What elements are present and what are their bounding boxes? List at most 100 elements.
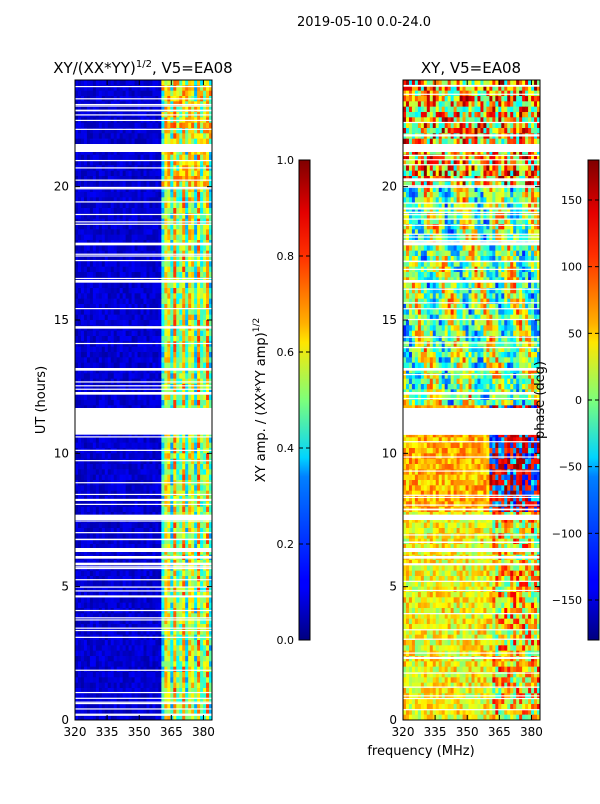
heatmap-cell xyxy=(194,282,198,289)
heatmap-cell xyxy=(128,650,133,657)
heatmap-cell xyxy=(95,506,100,513)
heatmap-cell xyxy=(119,346,124,353)
heatmap-cell xyxy=(77,581,82,588)
heatmap-cell xyxy=(173,309,177,316)
heatmap-cell xyxy=(167,650,171,657)
heatmap-cell xyxy=(134,181,139,188)
heatmap-cell xyxy=(188,533,192,540)
heatmap-cell xyxy=(176,618,180,625)
heatmap-cell xyxy=(185,362,189,369)
heatmap-cell xyxy=(98,197,103,204)
heatmap-cell xyxy=(143,613,148,620)
heatmap-cell xyxy=(128,309,133,316)
heatmap-cell xyxy=(95,400,100,406)
heatmap-cell xyxy=(101,128,106,134)
heatmap-cell xyxy=(131,469,136,476)
heatmap-cell xyxy=(146,149,151,156)
heatmap-cell xyxy=(143,234,148,241)
heatmap-cell xyxy=(149,256,154,262)
heatmap-cell xyxy=(191,576,195,582)
heatmap-cell xyxy=(125,384,130,390)
heatmap-cell xyxy=(92,282,97,289)
heatmap-cell xyxy=(203,586,207,593)
heatmap-cell xyxy=(194,245,198,252)
heatmap-cell xyxy=(140,448,145,454)
heatmap-cell xyxy=(155,394,159,401)
heatmap-cell xyxy=(86,341,91,348)
heatmap-cell xyxy=(134,368,139,374)
heatmap-cell xyxy=(137,256,142,262)
heatmap-cell xyxy=(89,533,94,540)
heatmap-cell xyxy=(86,261,91,268)
heatmap-cell xyxy=(185,576,189,582)
heatmap-cell xyxy=(137,368,142,374)
heatmap-cell xyxy=(116,597,121,604)
heatmap-cell xyxy=(92,234,97,241)
heatmap-cell xyxy=(80,149,85,156)
heatmap-cell xyxy=(83,320,88,326)
heatmap-cell xyxy=(191,602,195,609)
heatmap-cell xyxy=(110,458,115,465)
heatmap-cell xyxy=(200,90,204,97)
heatmap-cell xyxy=(101,394,106,401)
heatmap-cell xyxy=(191,181,195,188)
heatmap-cell xyxy=(200,330,204,337)
heatmap-cell xyxy=(134,90,139,97)
heatmap-cell xyxy=(140,485,145,492)
heatmap-cell xyxy=(86,80,91,86)
heatmap-cell xyxy=(176,293,180,300)
heatmap-cell xyxy=(182,458,186,465)
heatmap-cell xyxy=(113,160,118,166)
heatmap-cell xyxy=(191,128,195,134)
heatmap-cell xyxy=(179,464,183,470)
heatmap-cell xyxy=(128,80,133,86)
heatmap-cell xyxy=(188,485,192,492)
heatmap-cell xyxy=(98,528,103,534)
heatmap-cell xyxy=(176,133,180,140)
heatmap-cell xyxy=(77,320,82,326)
heatmap-cell xyxy=(155,133,159,140)
heatmap-cell xyxy=(89,261,94,268)
heatmap-cell xyxy=(176,106,180,113)
heatmap-cell xyxy=(179,234,183,241)
heatmap-cell xyxy=(113,128,118,134)
heatmap-cell xyxy=(92,528,97,534)
heatmap-cell xyxy=(140,272,145,278)
heatmap-cell xyxy=(131,160,136,166)
heatmap-cell xyxy=(152,656,157,662)
heatmap-cell xyxy=(110,602,115,609)
heatmap-cell xyxy=(107,453,112,460)
heatmap-cell xyxy=(110,213,115,220)
heatmap-cell xyxy=(110,469,115,476)
heatmap-cell xyxy=(86,533,91,540)
heatmap-cell xyxy=(128,85,133,92)
heatmap-cell xyxy=(125,346,130,353)
heatmap-cell xyxy=(122,245,127,252)
heatmap-cell xyxy=(152,618,157,625)
heatmap-cell xyxy=(194,640,198,646)
heatmap-cell xyxy=(155,362,159,369)
heatmap-cell xyxy=(146,544,151,550)
heatmap-cell xyxy=(155,522,159,529)
heatmap-cell xyxy=(98,256,103,262)
heatmap-cell xyxy=(203,352,207,358)
heatmap-cell xyxy=(80,314,85,321)
heatmap-cell xyxy=(140,224,145,230)
heatmap-cell xyxy=(128,256,133,262)
heatmap-cell xyxy=(179,186,183,193)
heatmap-cell xyxy=(98,330,103,337)
heatmap-cell xyxy=(167,474,171,481)
heatmap-cell xyxy=(191,170,195,177)
heatmap-cell xyxy=(107,106,112,113)
heatmap-cell xyxy=(122,341,127,348)
heatmap-cell xyxy=(131,570,136,577)
heatmap-cell xyxy=(173,224,177,230)
heatmap-cell xyxy=(92,602,97,609)
heatmap-cell xyxy=(122,602,127,609)
heatmap-cell xyxy=(101,208,106,214)
heatmap-cell xyxy=(161,506,165,513)
heatmap-cell xyxy=(197,80,201,86)
heatmap-cell xyxy=(167,282,171,289)
heatmap-cell xyxy=(122,256,127,262)
heatmap-cell xyxy=(110,650,115,657)
